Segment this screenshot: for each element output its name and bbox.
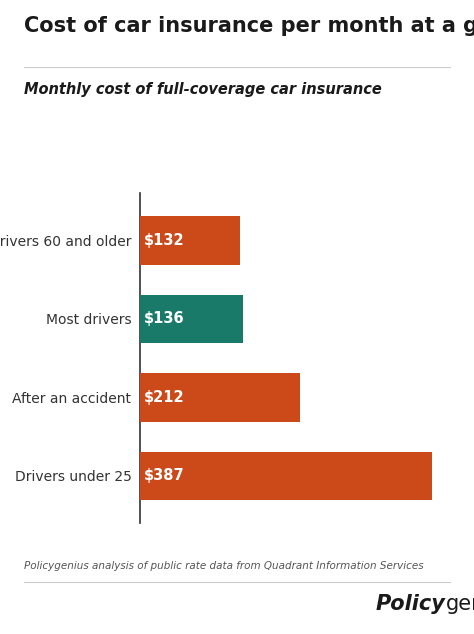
Bar — [140, 216, 239, 265]
Text: $387: $387 — [145, 469, 185, 484]
Text: $136: $136 — [145, 311, 185, 327]
Text: Monthly cost of full-coverage car insurance: Monthly cost of full-coverage car insura… — [24, 82, 382, 98]
Bar — [140, 451, 432, 500]
Text: genius: genius — [446, 593, 474, 614]
Text: Cost of car insurance per month at a glance: Cost of car insurance per month at a gla… — [24, 16, 474, 36]
Bar — [140, 295, 243, 343]
Text: $212: $212 — [145, 390, 185, 405]
Text: Policy: Policy — [376, 593, 446, 614]
Text: Policygenius analysis of public rate data from Quadrant Information Services: Policygenius analysis of public rate dat… — [24, 561, 423, 571]
Bar — [140, 373, 300, 422]
Text: $132: $132 — [145, 233, 185, 248]
